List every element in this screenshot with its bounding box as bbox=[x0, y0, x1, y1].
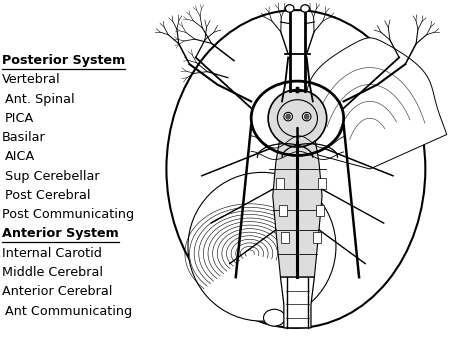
Text: Middle Cerebral: Middle Cerebral bbox=[2, 266, 103, 279]
Bar bbox=[314, 232, 321, 243]
Ellipse shape bbox=[268, 90, 327, 147]
Ellipse shape bbox=[166, 10, 425, 328]
Text: AICA: AICA bbox=[5, 150, 36, 163]
Text: Ant Communicating: Ant Communicating bbox=[5, 305, 132, 317]
Ellipse shape bbox=[285, 5, 294, 12]
Circle shape bbox=[304, 114, 309, 119]
Text: Post Cerebral: Post Cerebral bbox=[5, 189, 91, 202]
Text: Anterior Cerebral: Anterior Cerebral bbox=[2, 285, 112, 298]
Ellipse shape bbox=[284, 112, 292, 121]
Text: Posterior System: Posterior System bbox=[2, 54, 126, 67]
Bar bbox=[281, 232, 289, 243]
Polygon shape bbox=[273, 135, 322, 277]
Bar bbox=[319, 178, 326, 189]
Ellipse shape bbox=[302, 112, 311, 121]
Ellipse shape bbox=[301, 5, 310, 12]
Circle shape bbox=[286, 114, 291, 119]
Bar bbox=[279, 205, 287, 216]
Text: Post Communicating: Post Communicating bbox=[2, 208, 134, 221]
Text: Ant. Spinal: Ant. Spinal bbox=[5, 93, 75, 105]
Polygon shape bbox=[280, 277, 315, 328]
Text: Anterior System: Anterior System bbox=[2, 227, 119, 240]
Bar bbox=[316, 205, 324, 216]
Text: Sup Cerebellar: Sup Cerebellar bbox=[5, 170, 100, 183]
Ellipse shape bbox=[188, 172, 336, 321]
Ellipse shape bbox=[264, 309, 285, 326]
Polygon shape bbox=[289, 38, 447, 169]
Text: Vertebral: Vertebral bbox=[2, 73, 61, 86]
Text: Basilar: Basilar bbox=[2, 131, 46, 144]
Text: PICA: PICA bbox=[5, 112, 35, 125]
Text: Internal Carotid: Internal Carotid bbox=[2, 247, 102, 260]
Bar bbox=[276, 178, 284, 189]
